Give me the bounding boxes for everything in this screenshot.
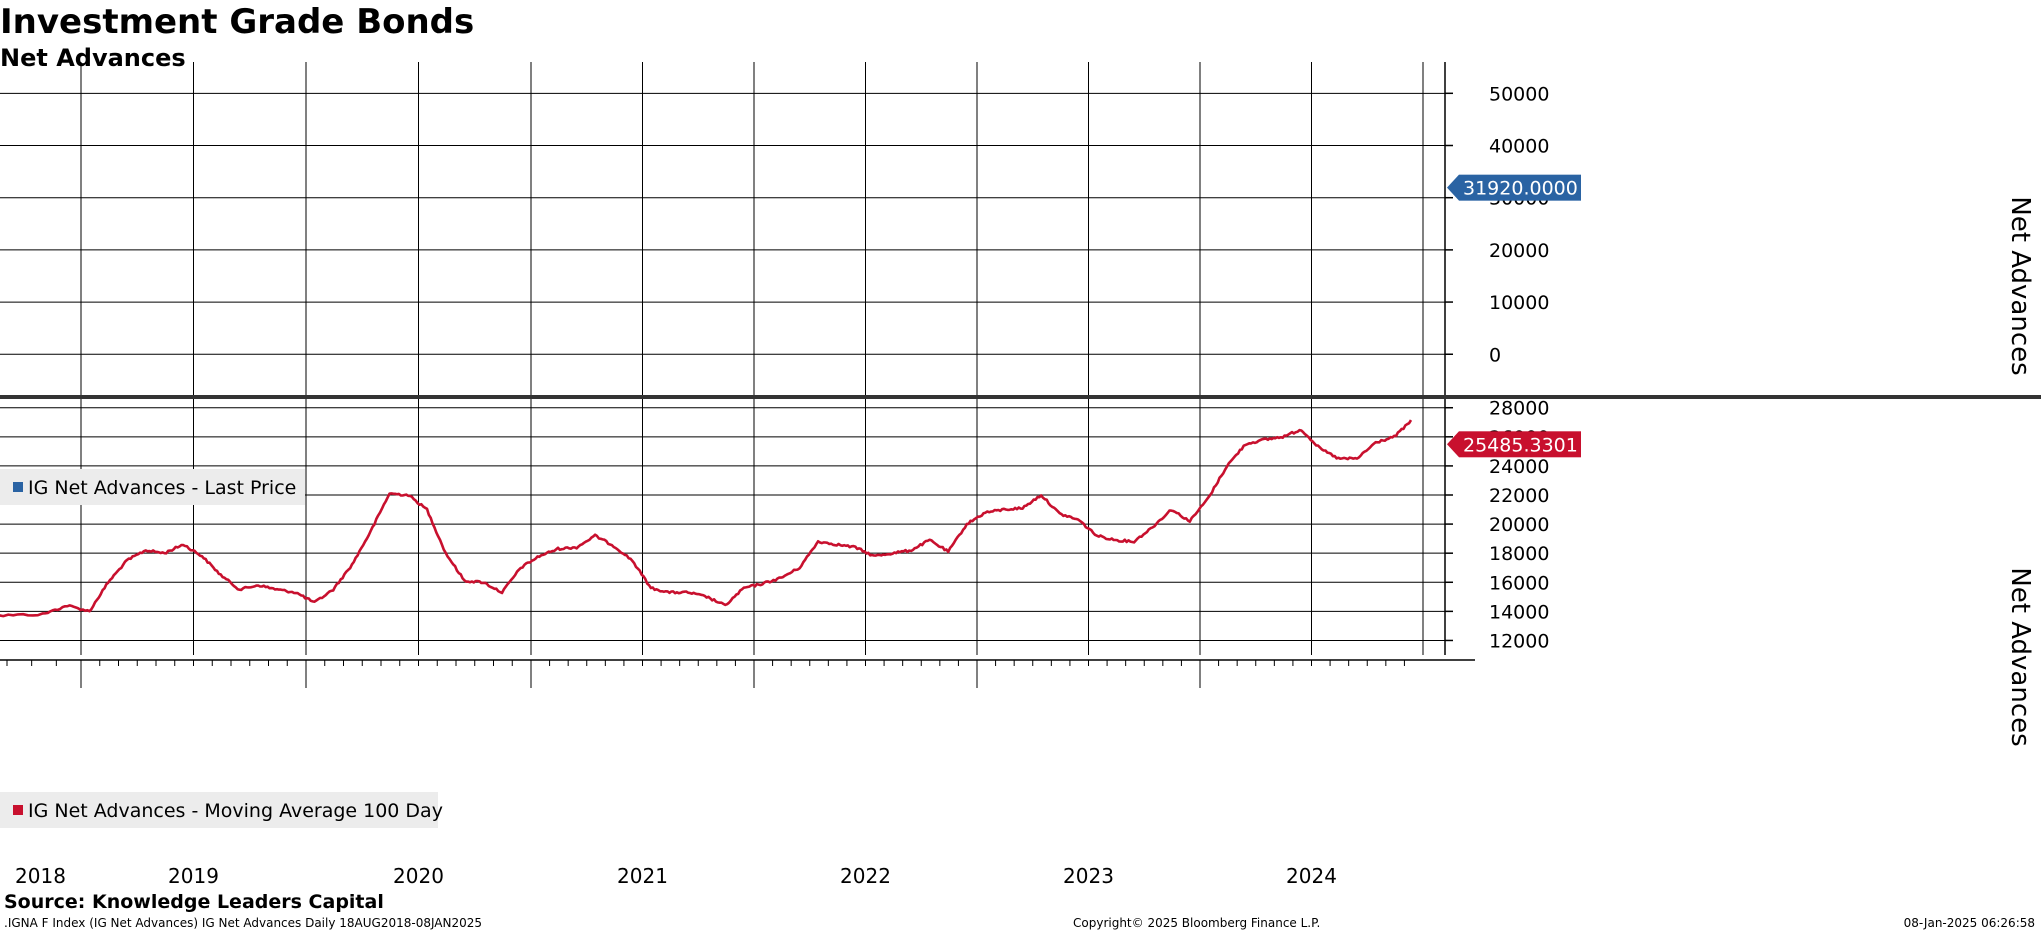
x-year-label: 2021 [617,864,668,888]
last-value-tag-top-pointer [1447,174,1459,201]
x-year-label: 2018 [15,864,66,888]
legend-bottom-swatch [13,805,23,815]
legend-bottom-box [0,792,438,828]
ytick-label-bottom: 12000 [1489,630,1549,652]
ylabel-top: Net Advances [2005,196,2035,375]
legend-top-swatch [13,482,23,492]
x-year-label: 2020 [393,864,444,888]
ytick-label-bottom: 18000 [1489,543,1549,565]
x-year-label: 2024 [1286,864,1337,888]
timestamp: 08-Jan-2025 06:26:58 [1903,916,2035,930]
last-value-tag-top-text: 31920.0000 [1463,178,1578,200]
ytick-label-bottom: 20000 [1489,514,1549,536]
page-title: Investment Grade Bonds [0,2,475,42]
last-value-tag-bottom-text: 25485.3301 [1463,434,1578,456]
ytick-label-bottom: 14000 [1489,601,1549,623]
ytick-label-top: 0 [1489,344,1501,366]
ytick-label-bottom: 28000 [1489,398,1549,420]
bottom-panel-grid [0,399,1445,655]
ytick-label-bottom: 24000 [1489,456,1549,478]
last-value-tag-bottom-pointer [1447,431,1459,458]
x-year-label: 2022 [840,864,891,888]
legends-group: IG Net Advances - Last Price IG Net Advan… [0,469,443,828]
ytick-label-top: 50000 [1489,83,1549,105]
last-value-tag-bottom-box [1459,431,1581,458]
top-panel-grid [0,62,1445,396]
x-year-label: 2023 [1063,864,1114,888]
last-value-tag-top-box [1459,174,1581,201]
axes-group: 0100002000030000400005000012000140001600… [0,62,2041,888]
ytick-label-bottom: 16000 [1489,572,1549,594]
ytick-label-bottom: 22000 [1489,485,1549,507]
ylabel-bottom: Net Advances [2005,567,2035,746]
copyright: Copyright© 2025 Bloomberg Finance L.P. [1073,916,1321,930]
bottom-series-line [0,419,1413,618]
legend-top-box [0,469,305,505]
page-subtitle: Net Advances [0,44,186,72]
ytick-label-top: 20000 [1489,240,1549,262]
index-info: .IGNA F Index (IG Net Advances) IG Net A… [4,916,483,930]
source-note: Source: Knowledge Leaders Capital [4,891,384,913]
ytick-label-top: 40000 [1489,136,1549,158]
ytick-label-top: 10000 [1489,292,1549,314]
legend-top-label: IG Net Advances - Last Price [28,477,296,499]
x-year-label: 2019 [168,864,219,888]
bottom-series-group [0,419,1413,618]
legend-bottom-label: IG Net Advances - Moving Average 100 Day [28,800,443,822]
